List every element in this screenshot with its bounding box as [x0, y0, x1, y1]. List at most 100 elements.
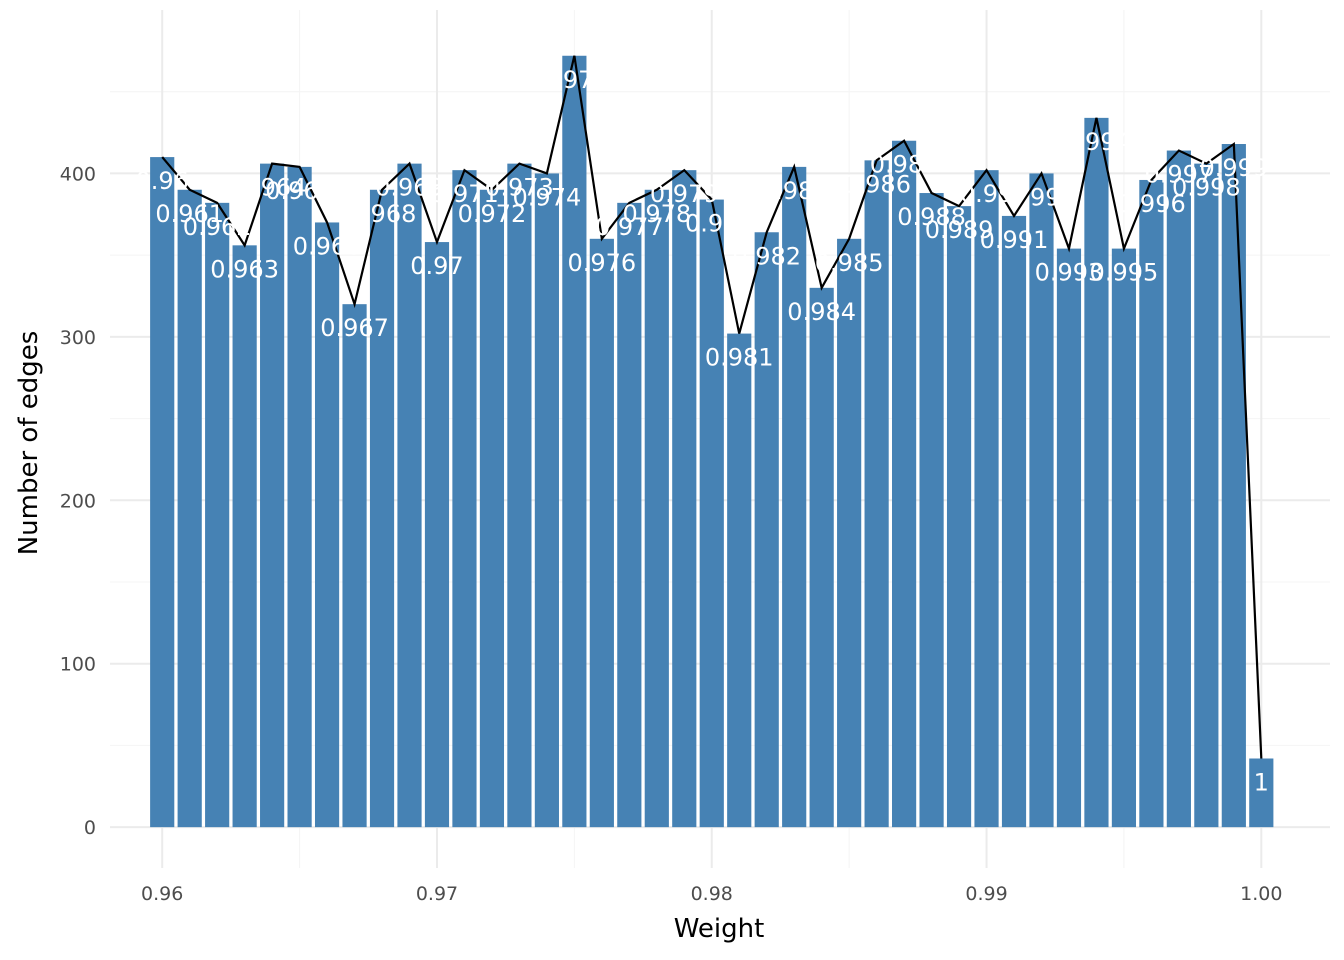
bar-label-0.961: 0.961: [155, 200, 224, 228]
x-tick-label: 0.99: [965, 883, 1007, 905]
bar-0.995: [1111, 248, 1137, 828]
bar-0.986: [864, 160, 889, 828]
bar-0.977: [617, 202, 642, 828]
bar-label-0.993: 0.993: [1035, 259, 1104, 287]
bar-0.981: [727, 333, 752, 828]
bar-0.983: [782, 166, 807, 828]
x-tick-label: 0.97: [416, 883, 458, 905]
bar-0.985: [837, 238, 862, 828]
bar-label-0.969: 0.969: [375, 174, 444, 202]
bar-1: [1249, 758, 1274, 828]
y-tick-labels: 0 100 200 300 400: [60, 163, 96, 839]
bar-label-0.988: 0.988: [897, 203, 966, 231]
bar-label-0.983: 0.983: [760, 177, 829, 205]
bar-0.971: [452, 170, 477, 828]
bar-0.998: [1194, 163, 1219, 828]
bar-label-0.97: 0.97: [410, 252, 463, 280]
trend-line: [161, 55, 1263, 759]
bar-label-0.977: 0.977: [595, 213, 664, 241]
bar-0.997: [1166, 150, 1191, 828]
bars: [150, 55, 1274, 828]
bar-label-0.98: 0.98: [685, 210, 738, 238]
bar-label-0.971: 0.971: [430, 180, 499, 208]
x-tick-label: 1.00: [1240, 883, 1282, 905]
bar-label-0.998: 0.998: [1172, 174, 1241, 202]
bar-0.982: [754, 232, 779, 828]
bar-label-0.987: 0.987: [870, 151, 939, 179]
bar-0.987: [892, 140, 917, 828]
bar-label-0.992: 0.992: [1007, 183, 1076, 211]
bar-0.989: [946, 206, 972, 828]
bar-label-0.963: 0.963: [210, 255, 279, 283]
bar-label-0.991: 0.991: [980, 226, 1049, 254]
bar-0.965: [287, 166, 312, 828]
bar-0.984: [809, 287, 834, 828]
bar-label-0.979: 0.979: [650, 180, 719, 208]
bar-0.966: [314, 222, 340, 828]
x-tick-label: 0.96: [141, 883, 183, 905]
bar-0.963: [232, 245, 257, 828]
bar-label-0.984: 0.984: [787, 298, 856, 326]
bar-0.968: [369, 189, 395, 828]
bar-label-0.973: 0.973: [485, 174, 554, 202]
bar-0.988: [919, 193, 944, 828]
bar-0.98: [699, 199, 724, 828]
bar-label-0.996: 0.996: [1117, 190, 1186, 218]
x-tick-label: 0.98: [691, 883, 733, 905]
bar-label-0.999: 0.999: [1199, 154, 1268, 182]
bar-label-0.995: 0.995: [1090, 259, 1159, 287]
bar-label-0.967: 0.967: [320, 314, 389, 342]
y-tick-label: 300: [60, 327, 96, 349]
bar-0.962: [205, 202, 230, 828]
y-tick-label: 100: [60, 654, 96, 676]
bar-label-0.976: 0.976: [567, 249, 636, 277]
bar-0.969: [397, 163, 422, 828]
bar-label-0.997: 0.997: [1145, 161, 1214, 189]
bar-label-0.972: 0.972: [458, 200, 527, 228]
bar-label-0.968: 0.968: [348, 200, 417, 228]
bar-0.99: [974, 170, 999, 828]
y-tick-label: 200: [60, 490, 96, 512]
bar-label-0.994: 0.994: [1062, 128, 1131, 156]
bar-0.96: [150, 157, 175, 828]
bar-label-0.965: 0.965: [265, 177, 334, 205]
bar-0.996: [1139, 179, 1164, 828]
bar-label-0.964: 0.964: [238, 174, 307, 202]
bar-label-0.985: 0.985: [815, 249, 884, 277]
bar-0.976: [589, 238, 614, 828]
bar-0.961: [177, 189, 202, 828]
bar-0.97: [424, 242, 450, 828]
bar-0.975: [562, 55, 587, 828]
bar-label-0.974: 0.974: [513, 183, 582, 211]
x-tick-labels: 0.96 0.97 0.98 0.99 1.00: [141, 883, 1282, 905]
bar-label-1: 1: [1254, 769, 1269, 797]
bar-label-0.986: 0.986: [842, 170, 911, 198]
y-axis-title: Number of edges: [14, 331, 44, 556]
bar-label-0.962: 0.962: [183, 213, 252, 241]
bar-label-0.975: 0.975: [540, 66, 609, 94]
bar-0.964: [260, 163, 285, 828]
bar-0.999: [1221, 144, 1246, 828]
y-tick-label: 400: [60, 163, 96, 185]
bar-0.973: [507, 163, 532, 828]
bar-label-0.978: 0.978: [622, 200, 691, 228]
bar-0.979: [672, 170, 697, 828]
bar-0.974: [534, 173, 559, 828]
bar-0.972: [479, 189, 505, 828]
bar-label-0.989: 0.989: [925, 216, 994, 244]
bar-0.992: [1029, 173, 1054, 828]
bar-label-0.96: 0.96: [135, 167, 188, 195]
y-tick-label: 0: [84, 817, 96, 839]
bar-0.993: [1056, 248, 1082, 828]
bar-label-0.981: 0.981: [705, 344, 774, 372]
bar-label-0.982: 0.982: [732, 242, 801, 270]
bar-0.978: [644, 189, 669, 828]
bar-0.994: [1084, 117, 1109, 828]
x-axis-title: Weight: [674, 914, 765, 944]
bar-0.991: [1001, 215, 1027, 828]
bar-label-0.966: 0.966: [293, 232, 362, 260]
bar-0.967: [342, 304, 367, 828]
bar-label-0.99: 0.99: [960, 180, 1013, 208]
